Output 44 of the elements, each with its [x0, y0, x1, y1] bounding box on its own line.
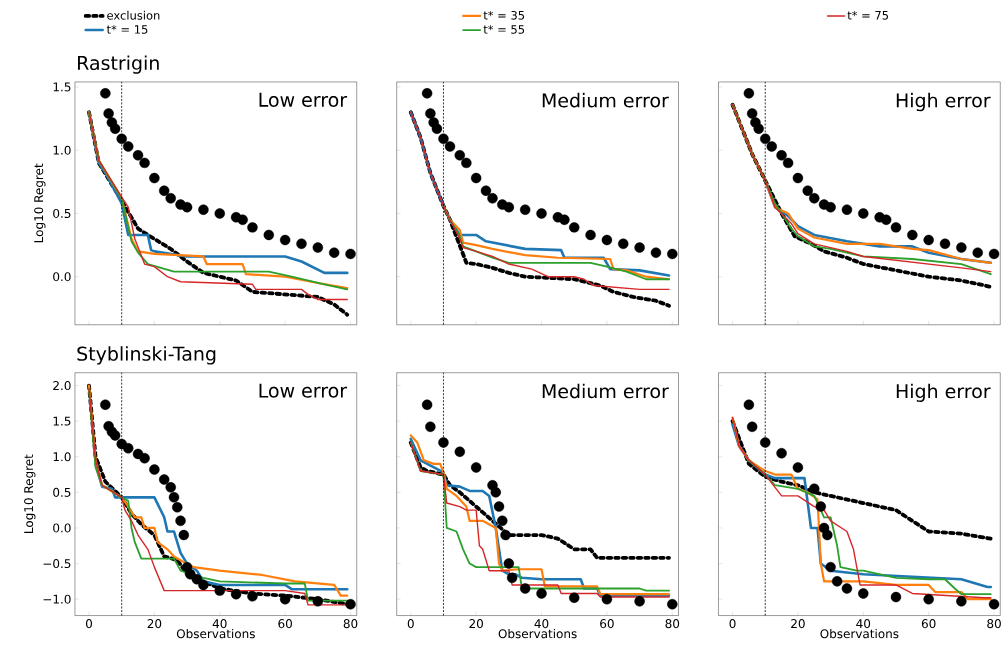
annotation: High error — [896, 93, 991, 112]
x-tick-label: 0 — [729, 619, 736, 629]
y-tick-label: 0.5 — [53, 488, 71, 498]
legend-label: t* = 35 — [483, 11, 525, 20]
x-axis-title: Observations — [176, 629, 255, 639]
annotation: Medium error — [542, 93, 669, 108]
y-axis-title: Log10 Regret — [34, 163, 46, 243]
y-tick-label: 2.0 — [53, 381, 71, 391]
y-tick-label: 1.0 — [53, 145, 71, 156]
x-tick-label: 60 — [278, 619, 292, 629]
y-tick-label: −1.0 — [43, 594, 71, 604]
annotation: High error — [896, 383, 991, 403]
y-tick-label: 1.0 — [53, 452, 71, 462]
x-tick-label: 40 — [534, 619, 549, 629]
y-tick-label: 0.0 — [53, 523, 71, 533]
x-tick-label: 20 — [147, 619, 162, 629]
x-tick-label: 20 — [791, 619, 805, 629]
annotation: Low error — [259, 383, 348, 398]
chart-title: Styblinski-Tang — [77, 346, 216, 365]
legend-label: t* = 15 — [106, 25, 148, 34]
y-tick-label: 0.5 — [53, 209, 71, 219]
x-tick-label: 20 — [469, 619, 483, 629]
x-tick-label: 60 — [600, 619, 614, 629]
legend-label: t* = 75 — [847, 11, 889, 20]
x-tick-label: 0 — [407, 619, 414, 629]
y-tick-label: −0.5 — [43, 559, 71, 569]
y-tick-label: 1.5 — [53, 82, 71, 92]
y-tick-label: 1.5 — [53, 416, 71, 426]
x-tick-label: 80 — [665, 619, 680, 629]
annotation: Medium error — [542, 383, 669, 399]
x-axis-title: Observations — [498, 629, 577, 639]
x-tick-label: 60 — [921, 619, 936, 629]
y-tick-label: 0.0 — [53, 272, 71, 282]
x-tick-label: 40 — [856, 619, 871, 629]
x-tick-label: 80 — [987, 619, 1001, 629]
x-tick-label: 80 — [343, 619, 358, 629]
legend-label: t* = 55 — [483, 25, 525, 34]
legend-label: exclusion — [107, 11, 160, 20]
x-tick-label: 0 — [85, 619, 93, 629]
x-tick-label: 40 — [212, 619, 227, 629]
annotation: Low error — [259, 93, 348, 108]
chart-title: Rastrigin — [78, 55, 159, 75]
x-axis-title: Observations — [820, 629, 899, 639]
y-axis-title: Log10 Regret — [24, 454, 36, 534]
